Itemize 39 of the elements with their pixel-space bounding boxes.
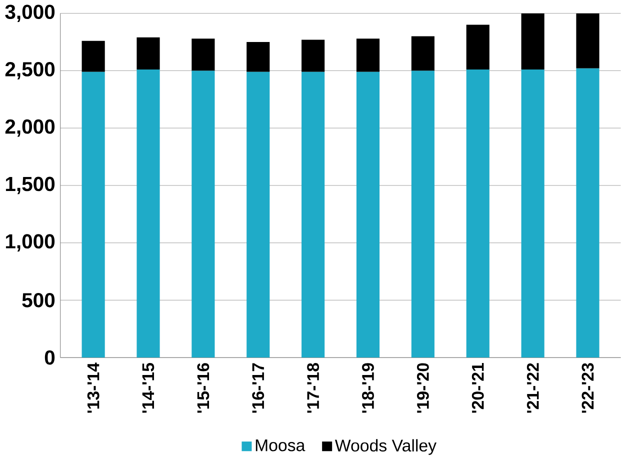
bar <box>136 37 160 70</box>
bar <box>466 24 490 70</box>
bar <box>246 42 270 72</box>
y-tick-label: 0 <box>44 350 55 365</box>
legend-label: Moosa <box>256 439 306 452</box>
bar <box>302 72 325 358</box>
bar <box>521 69 544 358</box>
bar <box>466 69 490 358</box>
bar <box>136 69 160 358</box>
x-tick-label: '15-'16 <box>197 363 210 413</box>
y-tick-label: 1,500 <box>6 176 55 194</box>
x-tick-label: '13-'14 <box>87 362 100 413</box>
bar <box>356 72 380 358</box>
bar <box>576 68 600 358</box>
bar <box>521 13 544 70</box>
bar <box>576 13 600 68</box>
x-tick-label: '20-'21 <box>472 362 484 413</box>
legend-label: Woods Valley <box>334 439 436 455</box>
bar <box>82 72 105 358</box>
x-tick-label: '19-'20 <box>416 363 429 413</box>
bar <box>356 38 380 72</box>
y-tick-label: 2,500 <box>5 62 55 80</box>
bar <box>192 70 215 358</box>
x-tick-label: '22-'23 <box>582 363 594 413</box>
y-tick-label: 2,000 <box>5 119 55 137</box>
x-tick-label: '18-'19 <box>362 363 374 413</box>
bar <box>246 72 270 358</box>
bar <box>411 70 434 358</box>
y-tick-label: 500 <box>22 292 55 308</box>
bar <box>411 36 434 71</box>
x-tick-label: '21-'22 <box>526 363 539 413</box>
bar <box>192 38 215 71</box>
x-tick-label: '14-'15 <box>142 362 154 413</box>
y-tick-label: 1,000 <box>6 234 55 252</box>
bar <box>302 40 325 72</box>
bar <box>82 40 105 72</box>
x-tick-label: '17-'18 <box>307 362 320 413</box>
x-tick-label: '16-'17 <box>252 363 264 413</box>
y-tick-label: 3,000 <box>5 4 55 22</box>
